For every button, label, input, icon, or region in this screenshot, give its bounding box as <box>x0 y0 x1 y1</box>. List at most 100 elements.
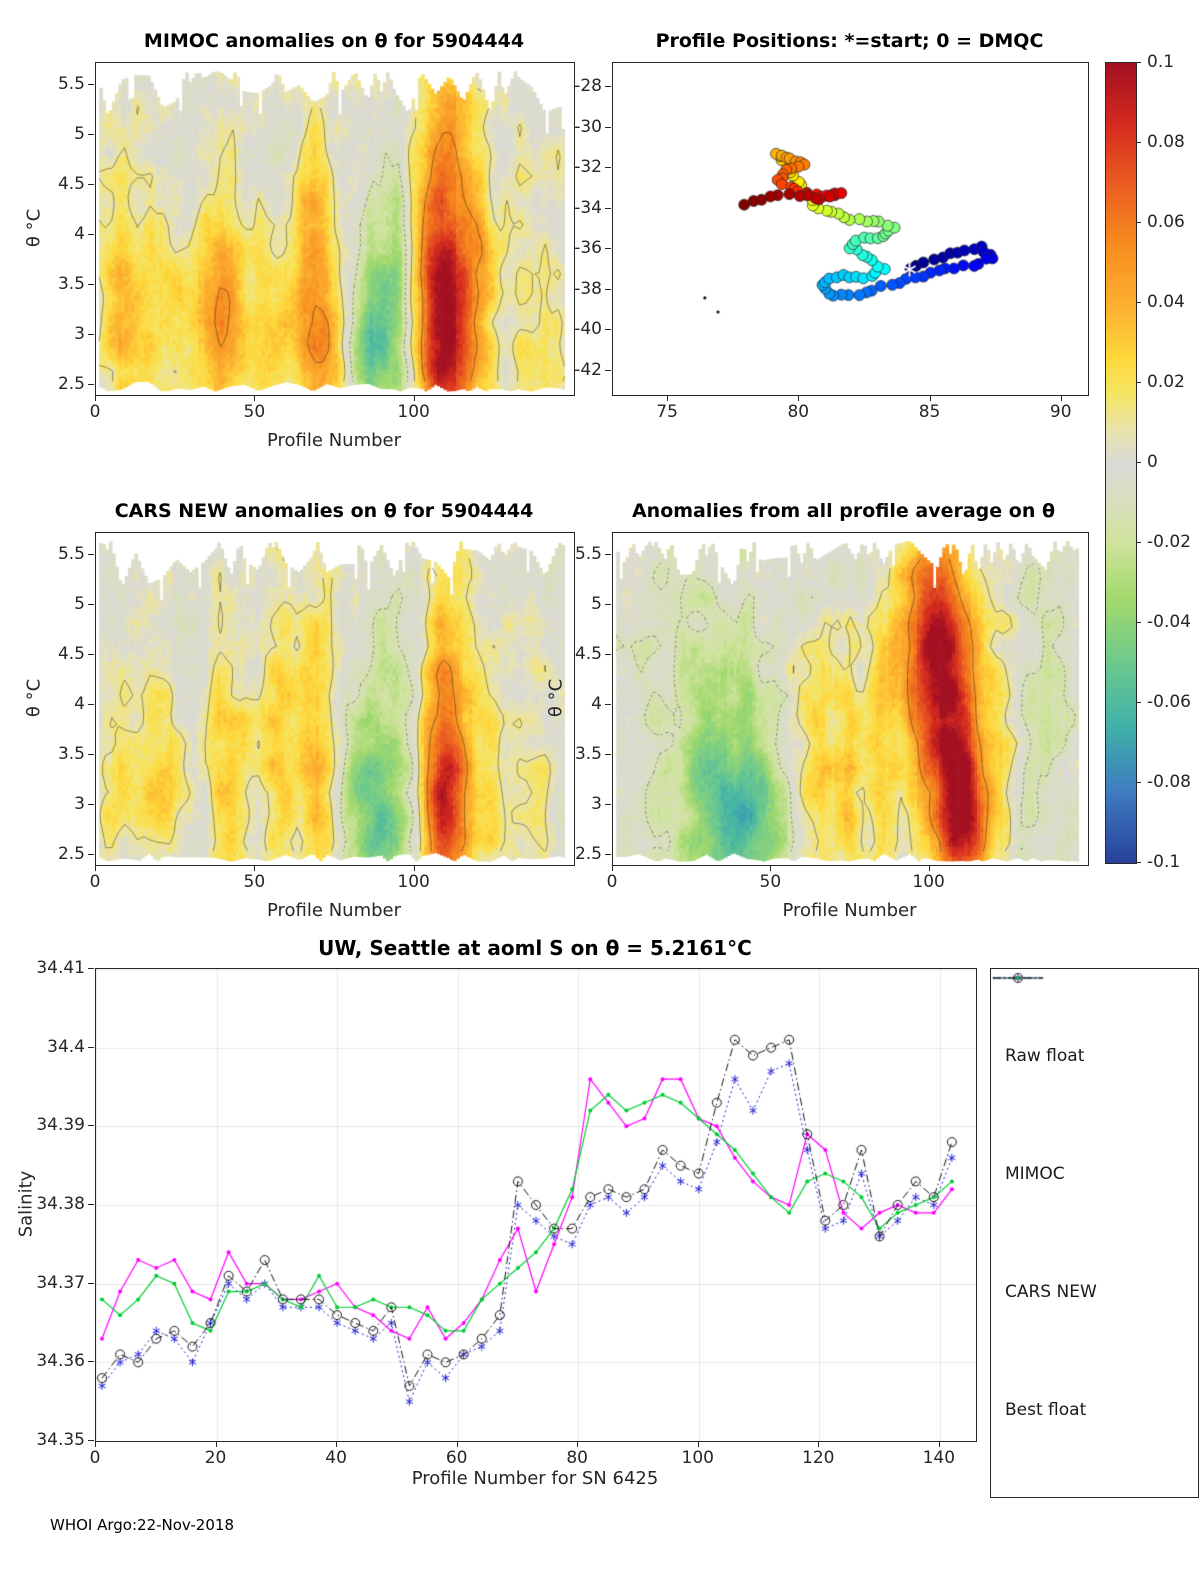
y-tick-label: 34.36 <box>36 1351 85 1372</box>
tick-mark <box>605 554 611 555</box>
colorbar-tick-label: 0.02 <box>1147 372 1185 392</box>
tick-mark <box>88 234 94 235</box>
x-tick-label: 80 <box>566 1448 589 1468</box>
tick-mark <box>605 369 611 371</box>
tick-mark <box>88 1440 94 1441</box>
colorbar-tick-label: 0.08 <box>1147 132 1185 152</box>
tick-mark <box>1136 702 1141 703</box>
tick-mark <box>88 1125 94 1127</box>
x-tick-label: 120 <box>802 1448 835 1468</box>
tick-mark <box>254 865 256 871</box>
y-tick-label: -32 <box>574 157 602 178</box>
tick-mark <box>215 1441 217 1447</box>
x-tick-label: 20 <box>204 1448 227 1468</box>
x-tick-label: 0 <box>606 872 618 892</box>
colorbar-tick-label: -0.1 <box>1147 852 1181 872</box>
x-tick-label: 100 <box>912 872 945 892</box>
tick-mark <box>1136 622 1141 623</box>
title-avg-anomalies: Anomalies from all profile average on θ <box>631 500 1056 522</box>
legend-label: Raw float <box>1005 1046 1085 1066</box>
profile-positions-canvas <box>613 63 1088 395</box>
y-tick-label: 34.38 <box>36 1194 85 1214</box>
tick-mark <box>1136 302 1141 303</box>
x-tick-label: 80 <box>787 402 810 422</box>
tick-mark <box>605 86 611 88</box>
y-tick-label: 2.5 <box>57 374 85 394</box>
tick-mark <box>818 1441 820 1447</box>
tick-mark <box>88 1204 94 1205</box>
tick-mark <box>798 395 800 401</box>
avg-heatmap-canvas <box>613 533 1088 865</box>
tick-mark <box>88 384 94 385</box>
colorbar-tick-label: 0.04 <box>1147 292 1185 312</box>
tick-mark <box>413 395 415 401</box>
y-tick-label: 34.39 <box>36 1115 85 1136</box>
ylabel-mimoc: θ °C <box>23 208 45 248</box>
tick-mark <box>88 968 94 969</box>
tick-mark <box>605 704 611 705</box>
x-tick-label: 100 <box>681 1448 714 1468</box>
y-tick-label: 4.5 <box>57 174 85 194</box>
y-tick-label: 5.5 <box>57 74 85 94</box>
y-tick-label: 3 <box>74 324 85 344</box>
panel-avg-heatmap <box>612 532 1089 866</box>
y-tick-label: 34.35 <box>36 1430 85 1450</box>
xlabel-cars: Profile Number <box>267 900 401 921</box>
y-tick-label: -42 <box>574 359 602 380</box>
x-tick-label: 140 <box>922 1448 956 1468</box>
tick-mark <box>605 754 611 755</box>
tick-mark <box>1136 142 1141 143</box>
panel-profile-positions <box>612 62 1089 396</box>
ylabel-avg: θ °C <box>545 678 567 718</box>
y-tick-label: -28 <box>574 76 602 97</box>
y-tick-label: 4.5 <box>57 644 85 664</box>
x-tick-label: 100 <box>397 402 430 422</box>
tick-mark <box>1136 382 1141 383</box>
panel-salinity-chart <box>95 968 977 1442</box>
tick-mark <box>88 754 94 755</box>
xlabel-salinity: Profile Number for SN 6425 <box>411 1468 659 1489</box>
tick-mark <box>928 865 930 871</box>
tick-mark <box>88 604 94 605</box>
tick-mark <box>605 804 611 805</box>
tick-mark <box>456 1441 458 1447</box>
tick-mark <box>88 334 94 335</box>
colorbar-tick-label: -0.02 <box>1147 532 1191 552</box>
colorbar-tick-label: 0.1 <box>1147 52 1175 72</box>
x-tick-label: 100 <box>397 872 430 892</box>
y-tick-label: -30 <box>574 116 602 137</box>
tick-mark <box>95 395 96 401</box>
colorbar <box>1105 62 1137 864</box>
x-tick-label: 0 <box>89 1448 101 1468</box>
tick-mark <box>1136 782 1141 783</box>
tick-mark <box>95 865 96 871</box>
legend-label: CARS NEW <box>1005 1282 1097 1302</box>
xlabel-avg: Profile Number <box>782 900 917 921</box>
tick-mark <box>938 1441 940 1447</box>
tick-mark <box>612 865 613 871</box>
y-tick-label: 3 <box>591 794 602 814</box>
y-tick-label: -40 <box>574 319 602 340</box>
title-profile-positions: Profile Positions: *=start; 0 = DMQC <box>655 30 1044 52</box>
tick-mark <box>88 654 94 655</box>
legend-entry-cars-new: CARS NEW <box>991 969 1190 1302</box>
tick-mark <box>88 184 94 185</box>
legend-entry-mimoc: MIMOC <box>991 969 1190 1184</box>
tick-mark <box>95 1441 96 1447</box>
tick-mark <box>1136 862 1141 863</box>
xlabel-mimoc: Profile Number <box>267 430 401 451</box>
tick-mark <box>88 1361 94 1363</box>
y-tick-label: -34 <box>574 197 602 218</box>
colorbar-tick-label: 0.06 <box>1147 212 1185 232</box>
legend-sample-line <box>991 969 1045 987</box>
tick-mark <box>88 1282 94 1284</box>
tick-mark <box>88 704 94 705</box>
y-tick-label: 5.5 <box>57 544 85 564</box>
title-salinity-chart: UW, Seattle at aoml S on θ = 5.2161°C <box>318 936 752 960</box>
tick-mark <box>605 248 611 250</box>
tick-mark <box>605 167 611 169</box>
tick-mark <box>88 854 94 855</box>
legend: Raw float MIMOC CARS NEW Best float <box>990 968 1199 1498</box>
y-tick-label: 4 <box>74 224 85 244</box>
tick-mark <box>605 126 611 128</box>
